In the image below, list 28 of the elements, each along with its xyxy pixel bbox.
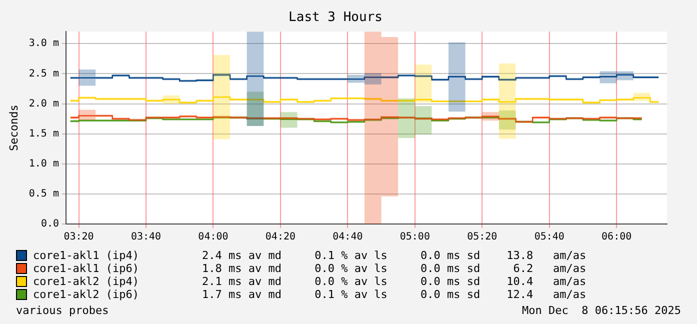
legend-label: core1-akl2 (ip6) [33,288,140,301]
x-tick-label: 05:00 [400,232,430,243]
y-tick-label: 3.0 m [28,38,59,50]
y-axis-title: Seconds [7,104,20,151]
legend-label: core1-akl2 (ip4) [33,275,140,288]
x-tick-label: 05:40 [534,232,564,243]
y-tick-label: 2.5 m [28,68,59,80]
y-tick-label: 1.5 m [28,128,59,140]
x-tick-label: 04:40 [332,232,363,243]
y-tick-label: 0.5 m [28,188,59,200]
x-tick-label: 06:00 [602,232,632,243]
y-tick-label: 1.0 m [28,158,59,170]
y-tick-label: 0.0 [40,218,59,230]
legend-label: core1-akl1 (ip4) [33,249,140,262]
chart-title: Last 3 Hours [288,10,382,26]
y-tick-label: 2.0 m [28,98,59,110]
text: 1.7 ms av md 0.1 % av ls 0.0 ms sd 12.4 am/as [202,288,586,301]
x-tick-label: 03:40 [130,232,162,243]
x-tick-label: 05:20 [467,232,498,243]
legend-label: core1-akl1 (ip6) [33,262,140,275]
text: 1.8 ms av md 0.0 % av ls 0.0 ms sd 6.2 am/as [202,262,586,275]
text: 2.1 ms av md 0.0 % av ls 0.0 ms sd 10.4 am/as [202,275,586,288]
x-tick-label: 04:20 [265,232,296,243]
x-tick-label: 03:20 [64,232,94,243]
text: 2.4 ms av md 0.1 % av ls 0.0 ms sd 13.8 am/as [202,249,586,262]
x-tick-label: 04:00 [198,232,228,243]
text: Mon Dec 8 06:15:56 2025 [522,304,681,317]
text: various probes [16,304,109,317]
